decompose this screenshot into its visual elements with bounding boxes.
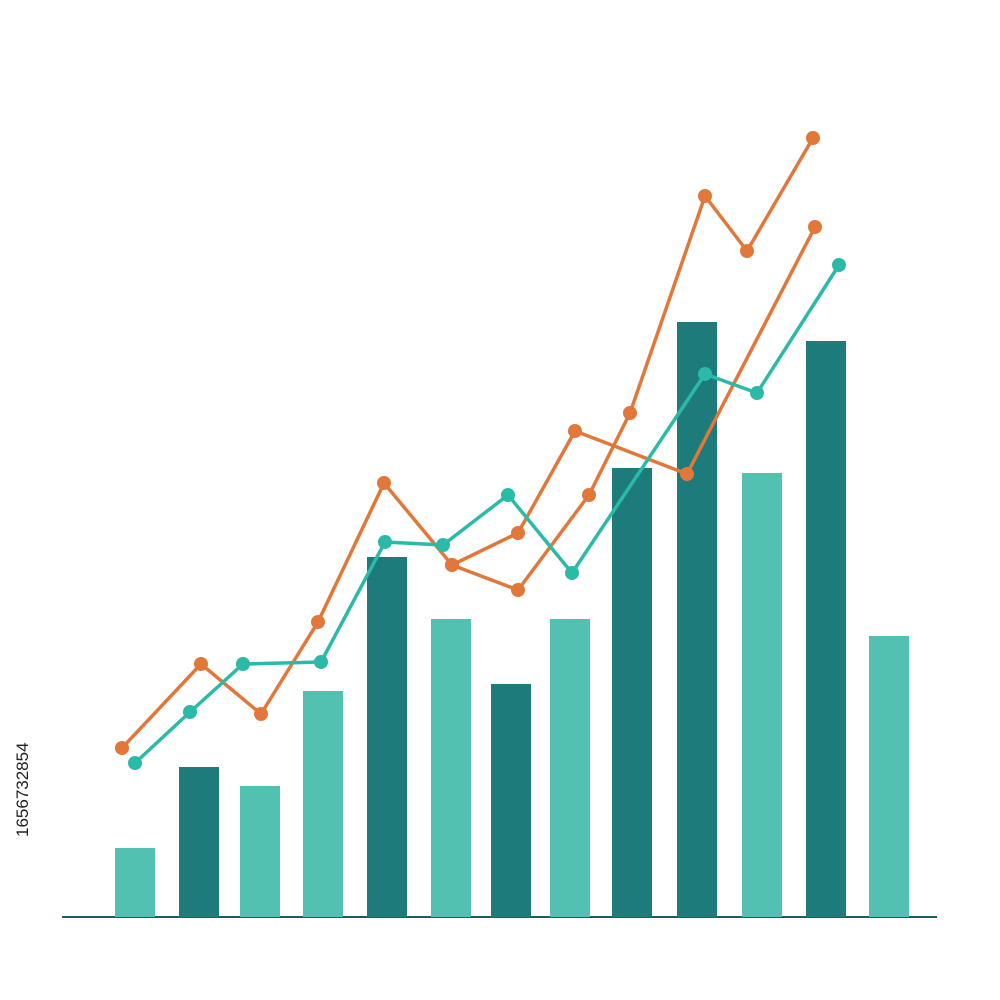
point [832,258,846,272]
point [115,741,129,755]
bar [367,557,407,917]
point [808,220,822,234]
image-id: 1656732854 [13,742,32,837]
bar [806,341,846,917]
bar [431,619,471,917]
point [623,406,637,420]
line [133,264,841,765]
point [740,244,754,258]
bar [742,473,782,917]
point [128,756,142,770]
point [680,467,694,481]
bar [677,322,717,917]
point [445,558,459,572]
point [194,657,208,671]
point [436,538,450,552]
point [568,424,582,438]
point [565,566,579,580]
point [806,131,820,145]
point [377,476,391,490]
point [511,526,525,540]
point [582,488,596,502]
point [378,535,392,549]
point [183,705,197,719]
bar [491,684,531,917]
bar [179,767,219,917]
point [698,189,712,203]
point [750,386,764,400]
bar [550,619,590,917]
point [236,657,250,671]
line [120,137,815,750]
point [501,488,515,502]
point [698,367,712,381]
point [511,583,525,597]
bar [115,848,155,917]
bar [612,468,652,917]
bar [303,691,343,917]
point [254,707,268,721]
bar [240,786,280,917]
point [314,655,328,669]
bar [869,636,909,917]
point [311,615,325,629]
